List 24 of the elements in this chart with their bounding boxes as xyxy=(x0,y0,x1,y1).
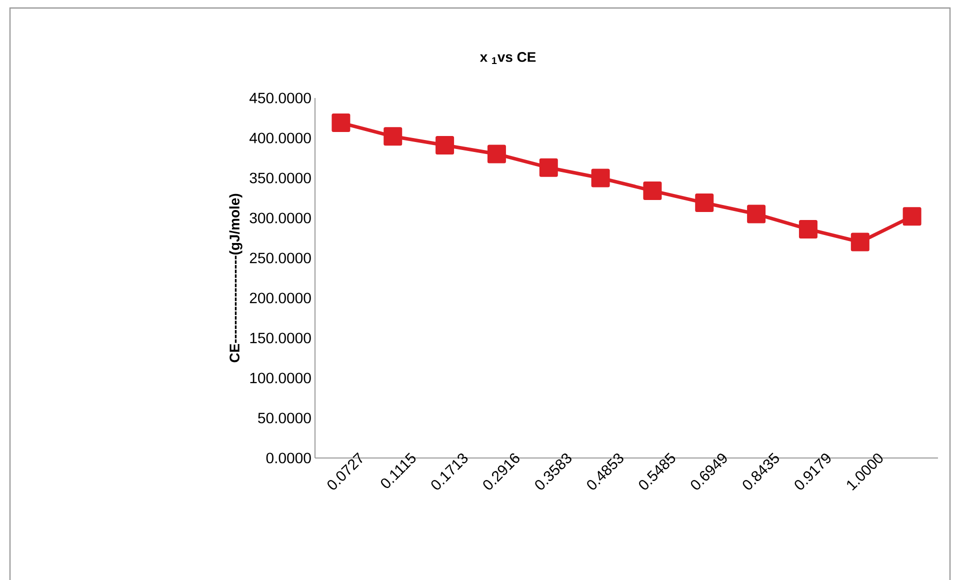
point xyxy=(384,127,402,146)
y-tick-label: 300.0000 xyxy=(250,212,311,224)
point xyxy=(695,194,714,212)
y-axis-title: CE-------------------(gJ/mole) xyxy=(229,194,242,362)
point xyxy=(591,168,610,188)
point xyxy=(487,144,506,164)
y-tick-label: 50.0000 xyxy=(258,412,311,424)
point xyxy=(902,207,922,226)
y-tick-label: 150.0000 xyxy=(250,332,311,344)
y-tick-label: 450.0000 xyxy=(249,92,311,104)
y-tick-label: 0.0000 xyxy=(266,452,311,464)
point xyxy=(539,158,558,177)
y-tick-label: 400.0000 xyxy=(249,132,311,144)
point xyxy=(798,220,818,238)
point xyxy=(850,232,870,252)
y-tick-label: 100.0000 xyxy=(250,372,311,384)
point xyxy=(747,204,766,224)
point xyxy=(332,114,350,132)
y-tick-label: 250.0000 xyxy=(250,252,311,264)
y-tick-label: 200.0000 xyxy=(250,292,311,304)
point xyxy=(643,182,662,200)
point xyxy=(436,136,454,154)
y-tick-label: 350.0000 xyxy=(250,172,311,184)
chart-title: x $_{1}$vs CE xyxy=(480,52,536,64)
